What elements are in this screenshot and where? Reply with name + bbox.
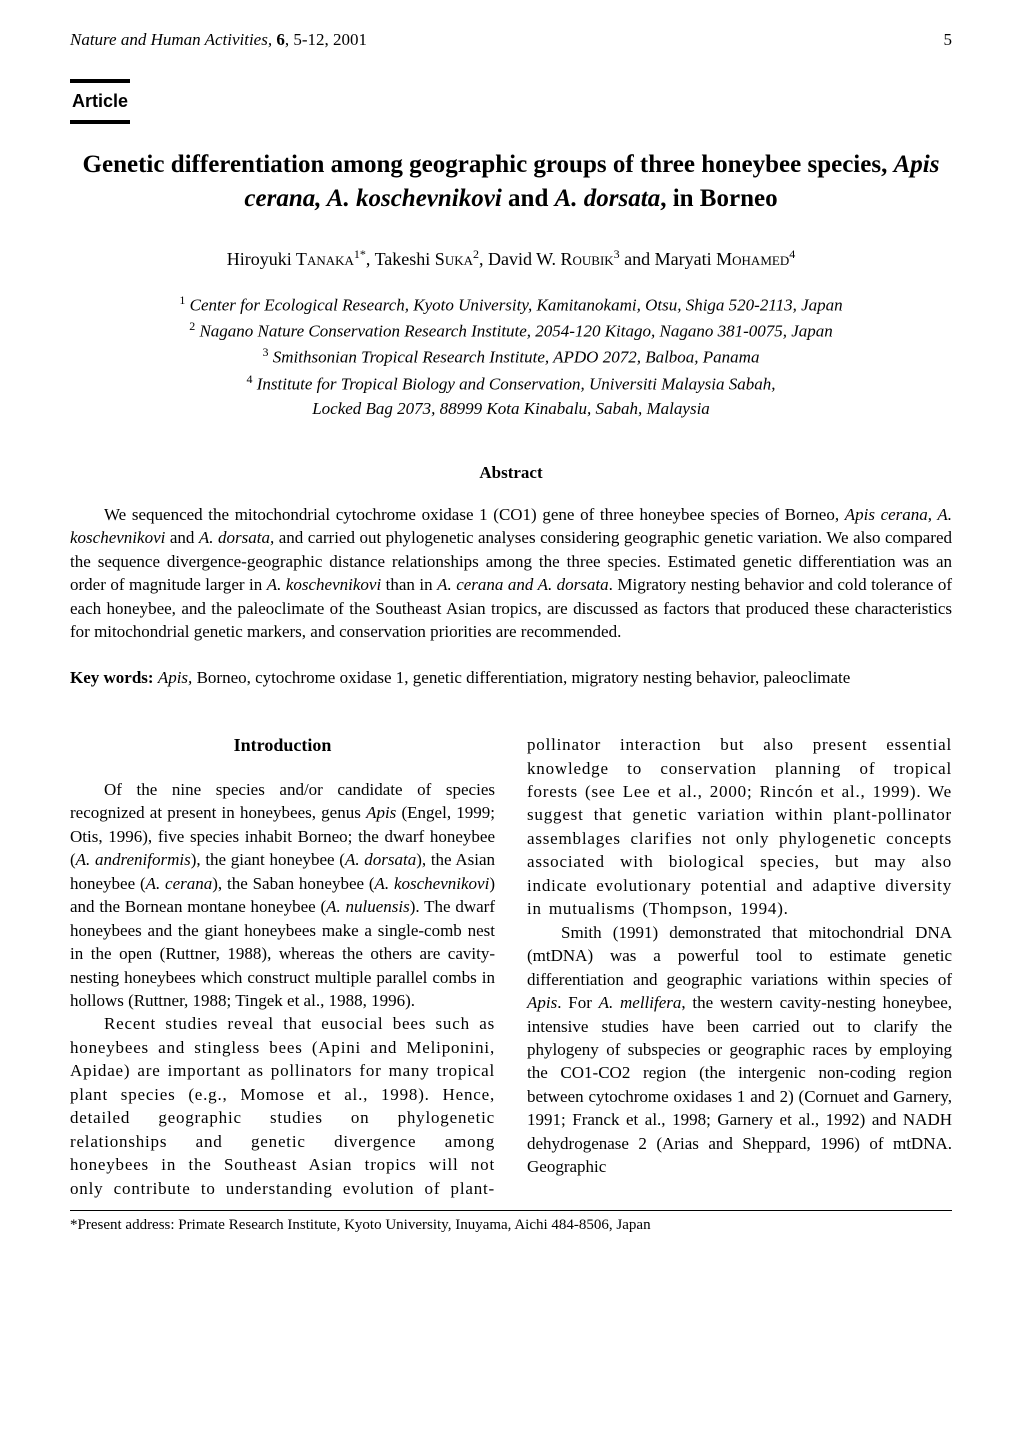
body-columns: Introduction Of the nine species and/or … [70,733,952,1200]
abstract-paragraph: We sequenced the mitochondrial cytochrom… [70,503,952,644]
introduction-heading: Introduction [70,733,495,758]
body-paragraph-1: Of the nine species and/or candidate of … [70,778,495,1013]
affiliation-5: Locked Bag 2073, 88999 Kota Kinabalu, Sa… [70,397,952,422]
keywords: Key words: Apis, Borneo, cytochrome oxid… [70,666,952,689]
affiliation-1: 1 Center for Ecological Research, Kyoto … [70,292,952,318]
journal-citation: Nature and Human Activities, 6, 5-12, 20… [70,28,367,51]
abstract-heading: Abstract [70,461,952,484]
page-range: 5-12, 2001 [293,30,367,49]
article-type-label: Article [70,79,130,124]
abstract-text: We sequenced the mitochondrial cytochrom… [70,503,952,644]
affiliation-3: 3 Smithsonian Tropical Research Institut… [70,344,952,370]
footnote-rule [70,1210,952,1211]
affiliation-2: 2 Nagano Nature Conservation Research In… [70,318,952,344]
page-number: 5 [944,28,953,51]
article-title: Genetic differentiation among geographic… [80,148,942,216]
affiliations: 1 Center for Ecological Research, Kyoto … [70,292,952,422]
body-paragraph-3: Smith (1991) demonstrated that mitochond… [527,921,952,1179]
volume: 6 [276,30,285,49]
footnote: *Present address: Primate Research Insti… [70,1215,952,1236]
author-line: Hiroyuki Tanaka1*, Takeshi Suka2, David … [70,246,952,272]
journal-name: Nature and Human Activities, [70,30,272,49]
affiliation-4: 4 Institute for Tropical Biology and Con… [70,371,952,397]
running-head: Nature and Human Activities, 6, 5-12, 20… [70,28,952,51]
